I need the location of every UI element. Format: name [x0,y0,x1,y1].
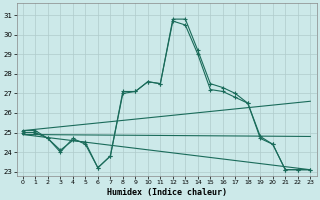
X-axis label: Humidex (Indice chaleur): Humidex (Indice chaleur) [107,188,227,197]
